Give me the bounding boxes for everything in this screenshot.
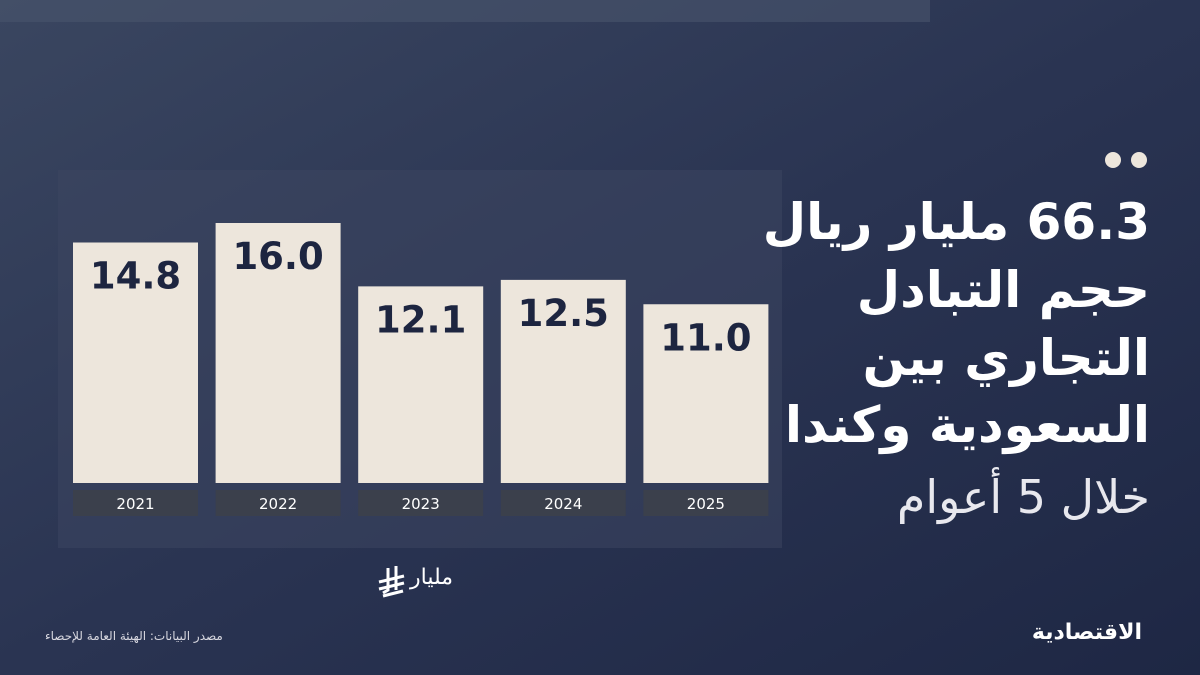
category-box bbox=[358, 490, 484, 516]
value-label: 12.5 bbox=[518, 292, 609, 335]
category-box bbox=[215, 490, 341, 516]
subtitle: خلال 5 أعوام bbox=[896, 470, 1150, 524]
x-tick-label: 2023 bbox=[402, 495, 440, 513]
bar bbox=[73, 242, 198, 483]
category-box bbox=[500, 490, 626, 516]
dot bbox=[1105, 152, 1121, 168]
title-line: حجم التبادل bbox=[856, 261, 1150, 319]
title-line: 66.3 مليار ريال bbox=[762, 193, 1150, 251]
title-line: التجاري بين bbox=[862, 329, 1150, 387]
unit-label: مليار bbox=[410, 565, 454, 590]
x-tick-label: 2022 bbox=[259, 495, 297, 513]
x-tick-label: 2024 bbox=[544, 495, 582, 513]
top-band bbox=[0, 0, 930, 22]
value-label: 16.0 bbox=[232, 235, 323, 278]
value-label: 11.0 bbox=[660, 316, 751, 359]
brand: الاقتصادية bbox=[1031, 620, 1142, 645]
bar bbox=[643, 304, 769, 483]
riyal-symbol bbox=[378, 566, 405, 598]
bar bbox=[358, 286, 484, 483]
title-line: السعودية وكندا bbox=[784, 396, 1150, 454]
x-tick-label: 2021 bbox=[116, 495, 154, 513]
value-label: 14.8 bbox=[90, 255, 181, 298]
x-tick-label: 2025 bbox=[687, 495, 725, 513]
value-label: 12.1 bbox=[375, 298, 466, 341]
dot bbox=[1131, 152, 1147, 168]
bar bbox=[215, 223, 341, 483]
source: مصدر البيانات: الهيئة العامة للإحصاء bbox=[45, 629, 223, 643]
category-box bbox=[73, 490, 198, 516]
bar bbox=[500, 279, 626, 483]
category-box bbox=[643, 490, 769, 516]
